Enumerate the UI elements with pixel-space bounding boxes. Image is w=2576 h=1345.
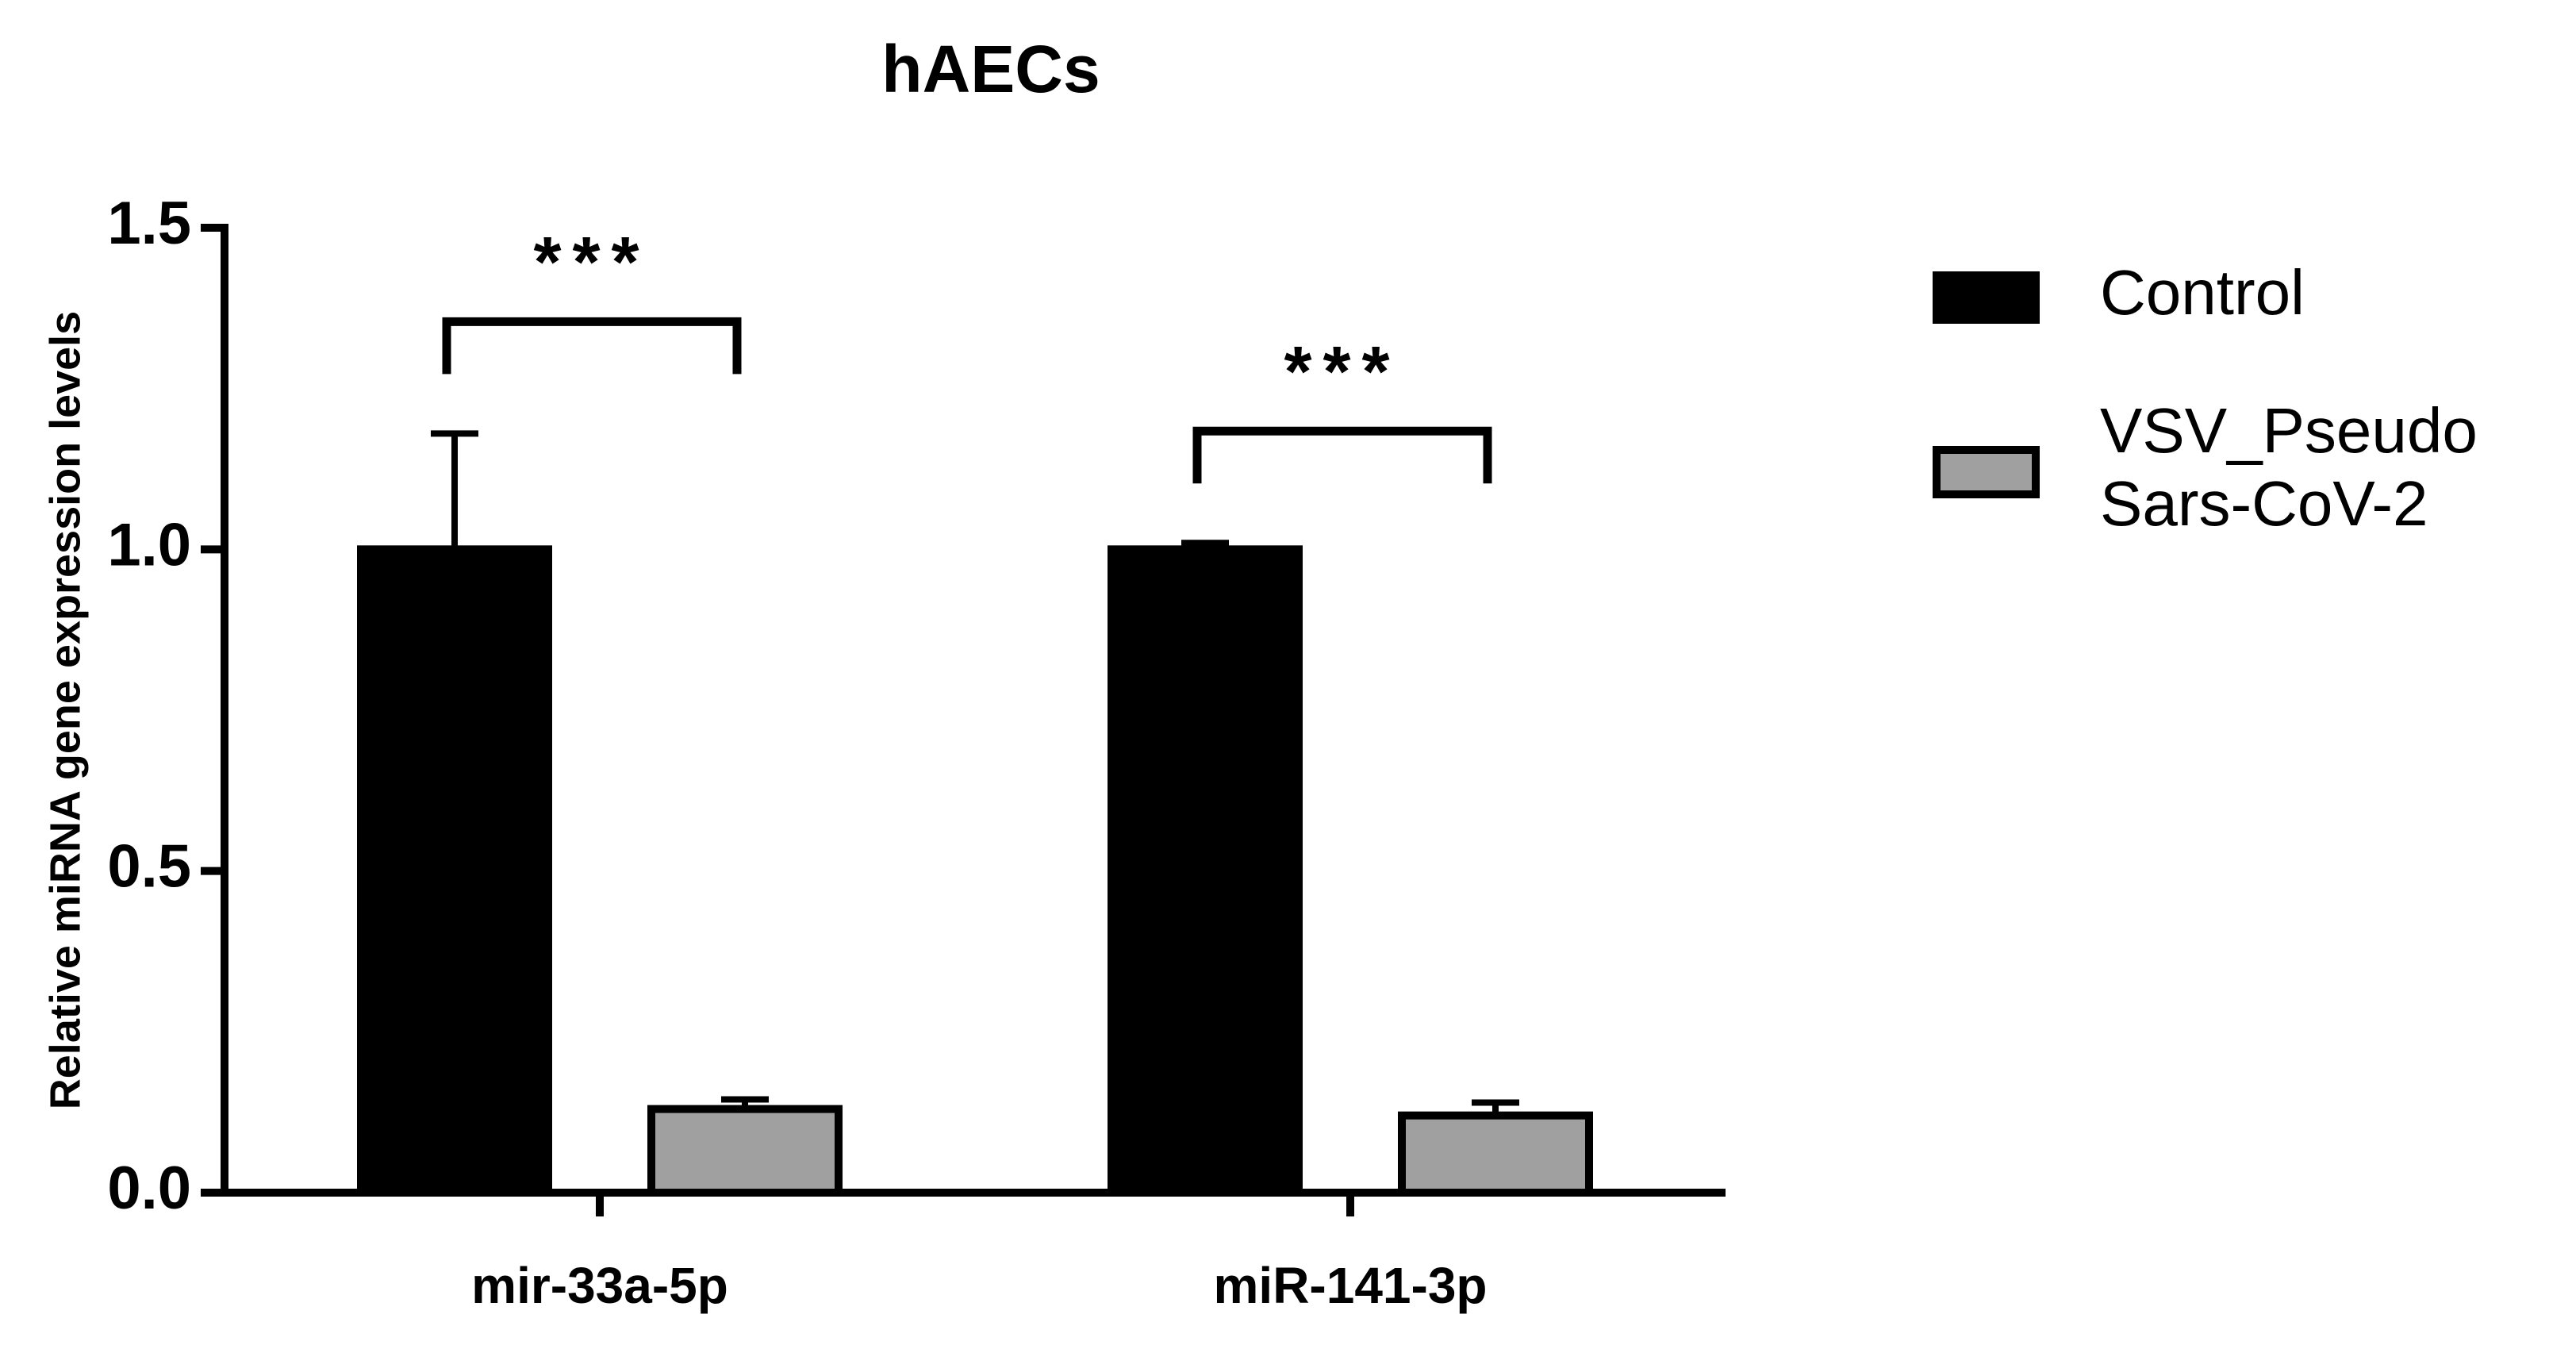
bar xyxy=(357,545,552,1197)
legend-label: VSV_Pseudo Sars-CoV-2 xyxy=(2100,395,2478,539)
y-axis-label: Relative miRNA gene expression levels xyxy=(41,311,89,1109)
significance-bracket xyxy=(442,317,742,375)
bar xyxy=(1398,1111,1593,1197)
bar xyxy=(647,1105,843,1197)
x-tick-label: mir-33a-5p xyxy=(471,1257,728,1314)
y-tick-label: 0.5 xyxy=(107,833,191,901)
y-tick-label: 1.5 xyxy=(107,190,191,257)
legend-swatch xyxy=(1933,446,2040,498)
significance-label: *** xyxy=(1284,332,1400,412)
significance-label: *** xyxy=(533,223,650,302)
significance-bracket xyxy=(1192,426,1492,484)
y-tick-label: 0.0 xyxy=(107,1155,191,1222)
x-tick-label: miR-141-3p xyxy=(1214,1257,1488,1314)
legend-label: Control xyxy=(2100,257,2305,328)
bar xyxy=(1108,545,1303,1197)
y-tick-label: 1.0 xyxy=(107,511,191,578)
legend-swatch xyxy=(1933,271,2040,324)
chart-title: hAECs xyxy=(881,32,1100,106)
